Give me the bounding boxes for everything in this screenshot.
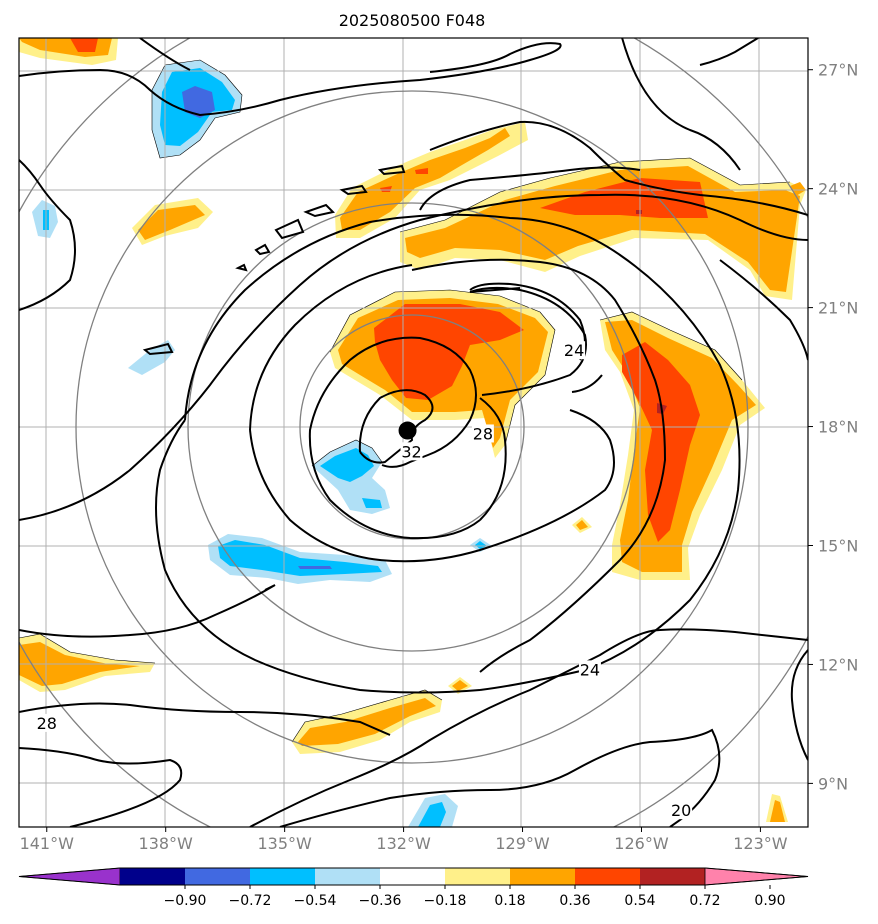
- lat-tick-label: 18°N: [818, 418, 858, 437]
- colorbar-level-label: 0.18: [494, 893, 525, 909]
- lon-tick-label: 135°W: [257, 834, 312, 853]
- contour-value-label: 24: [580, 660, 600, 679]
- negative-field-shading: [32, 60, 492, 827]
- colorbar-level-label: −0.90: [164, 893, 207, 909]
- colorbar-level-label: 0.36: [559, 893, 590, 909]
- contour-value-label: 28: [37, 714, 57, 733]
- contour-value-label: 32: [401, 442, 421, 461]
- colorbar-bin: [315, 868, 380, 885]
- range-rings: [19, 38, 808, 827]
- storm-center-marker: [398, 421, 417, 440]
- colorbar-level-label: 0.72: [689, 893, 720, 909]
- lat-tick-label: 9°N: [818, 774, 848, 793]
- positive-field-shading: [19, 38, 806, 822]
- contour-label-background: [670, 801, 693, 820]
- colorbar-extend-high: [704, 867, 809, 886]
- plot-frame: [18, 37, 809, 828]
- coastline-outlines: [142, 164, 406, 356]
- contour-value-label: 24: [564, 341, 584, 360]
- map-title: 2025080500 F048: [339, 11, 486, 30]
- colorbar-labels: −0.90 −0.72 −0.54 −0.36 −0.18 0.18 0.36 0.54 0.7…: [164, 885, 786, 909]
- colorbar-level-label: 0.90: [754, 893, 785, 909]
- latitude-axis-labels: 9°N 12°N 15°N 18°N 21°N 24°N 27°N: [808, 61, 858, 793]
- lon-tick-label: 132°W: [376, 834, 431, 853]
- lon-tick-label: 129°W: [495, 834, 550, 853]
- lon-tick-label: 126°W: [614, 834, 669, 853]
- colorbar-bin: [575, 868, 640, 885]
- lat-tick-label: 21°N: [818, 299, 858, 318]
- contour-label-background: [471, 424, 494, 443]
- lat-tick-label: 27°N: [818, 61, 858, 80]
- lat-tick-label: 12°N: [818, 655, 858, 674]
- colorbar-bin: [380, 868, 445, 885]
- contour-label-background: [35, 713, 58, 732]
- lat-tick-label: 24°N: [818, 180, 858, 199]
- lon-tick-label: 138°W: [139, 834, 194, 853]
- height-contours: [19, 38, 808, 827]
- lon-tick-label: 123°W: [733, 834, 788, 853]
- colorbar-level-label: −0.36: [359, 893, 402, 909]
- colorbar-level-label: −0.18: [424, 893, 467, 909]
- lat-tick-label: 15°N: [818, 536, 858, 555]
- lon-tick-label: 141°W: [20, 834, 75, 853]
- map-plot-area: 32 28 24 24 28 20: [19, 38, 808, 827]
- contour-label-background: [578, 660, 601, 679]
- colorbar-bin: [185, 868, 250, 885]
- colorbar-extend-low: [18, 867, 121, 886]
- colorbar-bin: [510, 868, 575, 885]
- contour-value-label: 20: [671, 801, 691, 820]
- longitude-axis-labels: 141°W 138°W 135°W 132°W 129°W 126°W 123°W: [20, 827, 788, 853]
- colorbar-bin: [250, 868, 315, 885]
- colorbar-level-label: 0.54: [624, 893, 655, 909]
- colorbar-bin: [120, 868, 185, 885]
- colorbar-outline: [18, 867, 809, 886]
- colorbar: [18, 867, 809, 886]
- contour-label-background: [563, 341, 586, 360]
- colorbar-bin: [445, 868, 510, 885]
- contour-label-background: [400, 442, 423, 461]
- contour-labels: 32 28 24 24 28 20: [35, 341, 693, 820]
- colorbar-level-label: −0.54: [294, 893, 337, 909]
- colorbar-level-label: −0.72: [229, 893, 272, 909]
- contour-value-label: 28: [473, 424, 493, 443]
- colorbar-bin: [640, 868, 705, 885]
